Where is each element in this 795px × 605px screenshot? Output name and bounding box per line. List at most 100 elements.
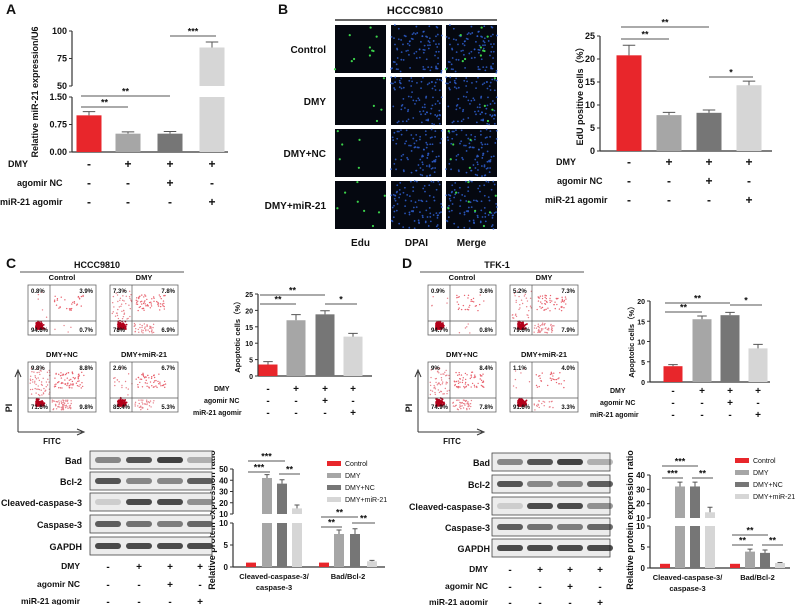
- y-tick-label: 100: [52, 26, 67, 36]
- condition-sign: -: [126, 176, 130, 190]
- quadrant-ur-value: 6.7%: [161, 366, 175, 372]
- y-tick-label: 15: [245, 325, 253, 332]
- bar-DMY: [675, 526, 685, 568]
- bar-DMY: [675, 486, 685, 518]
- micrograph-merge: [445, 180, 498, 230]
- condition-sign: -: [266, 384, 269, 395]
- condition-sign: -: [87, 195, 91, 209]
- condition-label: DMY: [61, 561, 80, 571]
- cell-line-title: HCCC9810: [74, 260, 120, 270]
- error-bar: [263, 361, 273, 365]
- protein-band: [587, 459, 613, 465]
- error-bar: [668, 364, 678, 367]
- significance-label: ***: [188, 27, 199, 37]
- condition-sign: -: [266, 396, 269, 407]
- quadrant-ll-value: 85.4%: [113, 405, 131, 411]
- y-tick-label: 20: [219, 499, 228, 508]
- quadrant-ur-value: 4.0%: [561, 366, 575, 372]
- quadrant-ul-value: 5.2%: [513, 289, 527, 295]
- significance-label: **: [289, 286, 297, 296]
- quadrant-ll-value: 78%: [113, 328, 126, 334]
- quadrant-ur-value: 3.6%: [479, 289, 493, 295]
- condition-sign: +: [197, 597, 203, 605]
- panel-label-c: C: [6, 255, 16, 271]
- flow-cytometry-d: [414, 271, 584, 436]
- bar-3: [199, 47, 225, 86]
- bar-DMY+miR-21: [705, 526, 715, 568]
- chart-d_apoptosis: [647, 300, 770, 383]
- quadrant-ll-value: 74.9%: [431, 405, 449, 411]
- y-tick-label: 30: [636, 485, 645, 494]
- condition-label: DMY: [214, 386, 230, 393]
- condition-sign: +: [322, 396, 328, 407]
- legend-swatch: [327, 473, 341, 478]
- x-axis-label: FITC: [443, 437, 461, 446]
- micrograph-edu: [335, 180, 386, 229]
- condition-sign: -: [671, 410, 674, 421]
- category-label: Cleaved-caspase-3/: [653, 573, 724, 582]
- y-tick-label: 0: [224, 563, 229, 572]
- error-bar: [692, 481, 698, 487]
- condition-sign: +: [727, 398, 733, 409]
- micrograph-merge: [444, 24, 498, 74]
- condition-sign: -: [508, 565, 511, 576]
- plot-label: DMY: [536, 273, 553, 282]
- condition-sign: +: [727, 386, 733, 397]
- protein-band: [557, 503, 583, 509]
- bar-DMY+miR-21: [705, 512, 715, 518]
- significance-label: **: [641, 30, 649, 40]
- quadrant-ll-value: 71.6%: [31, 405, 49, 411]
- condition-label: DMY: [8, 159, 28, 169]
- condition-sign: -: [508, 582, 511, 593]
- protein-label: GAPDH: [49, 542, 82, 552]
- flow-plot: [427, 284, 497, 336]
- condition-sign: -: [671, 386, 674, 397]
- condition-sign: +: [167, 580, 173, 591]
- condition-sign: -: [756, 398, 759, 409]
- y-tick-label: 1.50: [49, 92, 67, 102]
- bar-DMY+miR-21: [775, 562, 785, 568]
- y-tick-label: 20: [637, 299, 645, 306]
- plot-label: DMY+miR-21: [521, 350, 567, 359]
- y-tick-label: 0.75: [49, 120, 67, 130]
- flow-plot: [509, 361, 579, 413]
- bar-0: [663, 366, 683, 382]
- significance-label: **: [699, 469, 707, 479]
- flow-plot: [109, 361, 179, 413]
- condition-sign: -: [87, 176, 91, 190]
- column-label: Edu: [351, 238, 370, 249]
- category-label: Bad/Bcl-2: [740, 573, 775, 582]
- bar-2: [720, 315, 740, 382]
- column-label: DPAI: [405, 238, 428, 249]
- bar-1: [115, 133, 141, 152]
- y-tick-label: 25: [585, 31, 595, 41]
- row-label: DMY: [304, 97, 327, 108]
- bar-DMY+NC: [277, 523, 287, 567]
- bar-DMY+miR-21: [367, 561, 377, 567]
- condition-sign: -: [106, 597, 109, 605]
- plot-label: DMY: [136, 273, 153, 282]
- condition-label: DMY: [556, 157, 576, 167]
- condition-sign: -: [707, 193, 711, 207]
- flow-plot: [427, 361, 497, 413]
- condition-sign: +: [745, 155, 752, 169]
- condition-label: agomir NC: [600, 400, 635, 407]
- condition-label: DMY: [610, 388, 626, 395]
- condition-sign: -: [700, 398, 703, 409]
- protein-label: Cleaved-caspase-3: [409, 502, 490, 512]
- significance-label: **: [360, 514, 368, 524]
- y-axis-label: PI: [4, 404, 14, 413]
- condition-sign: -: [598, 582, 601, 593]
- bar-DMY: [262, 523, 272, 567]
- condition-label: agomir NC: [557, 176, 603, 186]
- western-blot-d: [491, 452, 613, 558]
- y-axis-label: EdU positive cells（%）: [575, 42, 585, 145]
- y-tick-label: 0: [641, 564, 646, 573]
- y-tick-label: 25: [245, 292, 253, 299]
- flow-plot: [509, 284, 579, 336]
- protein-band: [587, 524, 613, 530]
- bar-DMY: [334, 534, 344, 567]
- protein-band: [187, 499, 213, 505]
- panel-label-d: D: [402, 255, 412, 271]
- quadrant-lr-value: 7.9%: [561, 328, 575, 334]
